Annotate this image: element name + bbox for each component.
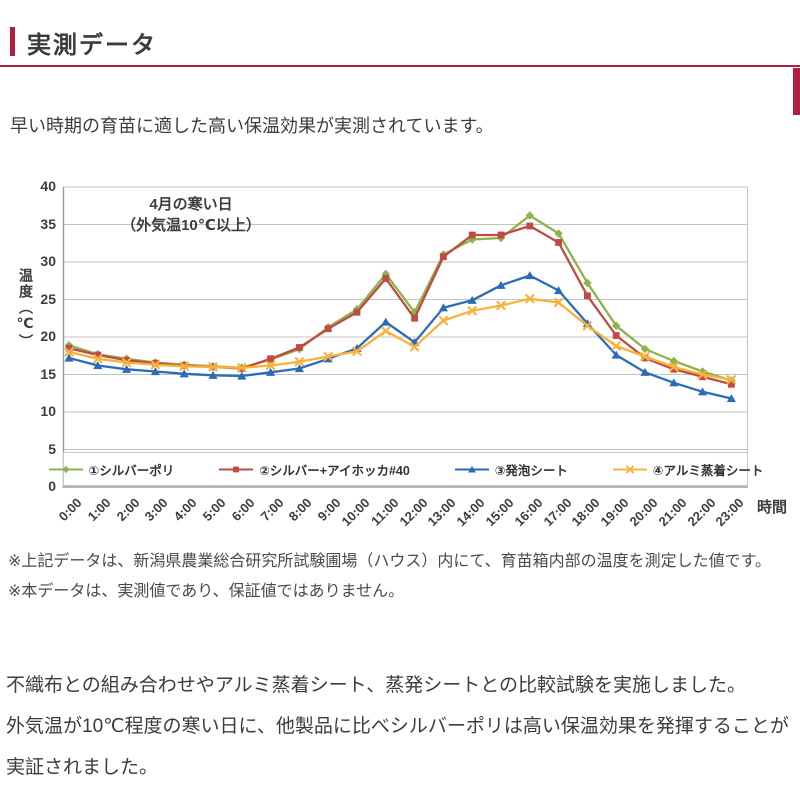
y-tick-label: 5	[48, 440, 56, 457]
y-axis-title: 温度（℃）	[18, 268, 34, 350]
conclusion-line: 外気温が10℃程度の寒い日に、他製品に比べシルバーポリは高い保温効果を発揮するこ…	[6, 716, 789, 737]
legend-item: ①シルバーポリ	[48, 460, 175, 479]
conclusion-line: 不織布との組み合わせやアルミ蒸着シート、蒸発シートとの比較試験を実施しました。	[6, 675, 747, 696]
intro-text: 早い時期の育苗に適した高い保温効果が実測されています。	[10, 116, 494, 136]
legend-item-label: ④アルミ蒸着シート	[652, 463, 764, 478]
annotation-line2: （外気温10℃以上）	[121, 217, 261, 234]
y-tick-label: 25	[40, 290, 56, 307]
conclusion-line: 実証されました。	[6, 757, 159, 778]
y-tick-label: 0	[48, 478, 56, 494]
y-tick-label: 40	[40, 178, 56, 194]
legend-item-label: ①シルバーポリ	[88, 463, 175, 478]
chart-annotation: 4月の寒い日 （外気温10℃以上）	[96, 194, 286, 236]
legend-marker-icon	[612, 464, 647, 474]
legend-item: ③発泡シート	[454, 460, 568, 479]
y-tick-label: 35	[40, 215, 56, 232]
title-divider	[0, 65, 800, 67]
chart-canvas	[62, 186, 748, 488]
legend-marker-icon	[48, 465, 83, 473]
legend-marker-icon	[454, 465, 489, 473]
y-tick-label: 20	[40, 328, 56, 344]
legend-item: ②シルバー+アイホッカ#40	[218, 460, 410, 479]
title-accent-bar	[10, 27, 15, 56]
conclusion-text: 不織布との組み合わせやアルミ蒸着シート、蒸発シートとの比較試験を実施しました。 …	[6, 665, 800, 788]
legend-item: ④アルミ蒸着シート	[612, 460, 763, 479]
note-line: ※上記データは、新潟県農業総合研究所試験圃場（ハウス）内にて、育苗箱内部の温度を…	[8, 553, 772, 570]
legend-marker-icon	[219, 466, 254, 472]
note-line: ※本データは、実測値であり、保証値ではありません。	[8, 583, 405, 600]
y-tick-label: 15	[40, 365, 56, 382]
notes: ※上記データは、新潟県農業総合研究所試験圃場（ハウス）内にて、育苗箱内部の温度を…	[8, 547, 771, 607]
annotation-line1: 4月の寒い日	[149, 196, 233, 213]
temperature-chart: 4月の寒い日 （外気温10℃以上） 0 5 10 15 20 25 30 35 40 温度（℃）…	[18, 178, 788, 529]
scrollbar-thumb[interactable]	[793, 68, 800, 115]
legend-item-label: ②シルバー+アイホッカ#40	[259, 463, 410, 478]
legend-item-label: ③発泡シート	[494, 463, 568, 478]
y-tick-label: 10	[40, 403, 56, 419]
page-title: 実測データ	[27, 32, 157, 59]
legend: ①シルバーポリ ②シルバー+アイホッカ#40 ③発泡シート ④アルミ蒸着シート	[48, 452, 763, 486]
y-tick-label: 30	[40, 253, 56, 269]
x-axis-title: 時間	[757, 499, 788, 516]
